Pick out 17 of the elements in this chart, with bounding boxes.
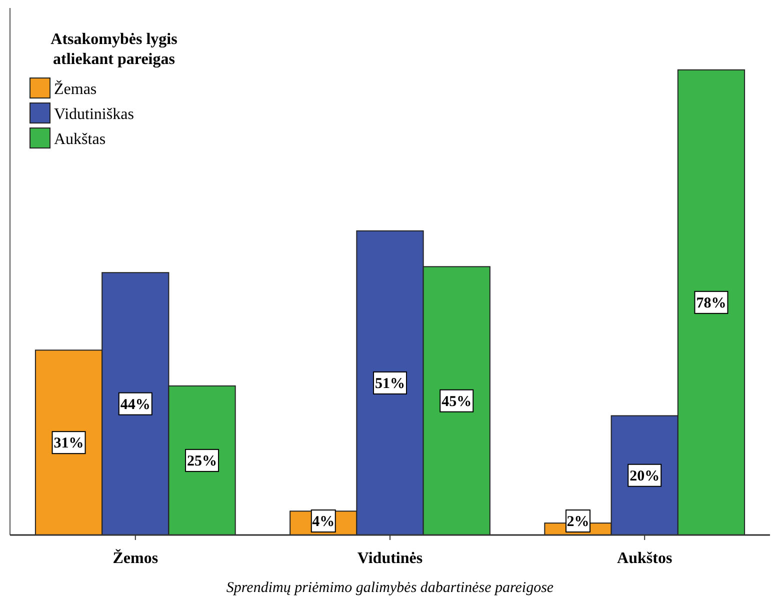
legend-title: Atsakomybės lygis atliekant pareigas [50,31,178,68]
data-label: 25% [187,453,218,470]
data-label: 78% [696,295,726,312]
x-tick-label: Vidutinės [357,550,423,567]
legend-label: Žemas [54,80,97,98]
data-label: 31% [54,436,84,452]
data-label: 20% [630,468,660,484]
data-label: 4% [312,514,335,530]
x-tick-label: Aukštos [617,550,672,567]
data-label: 45% [442,394,472,410]
data-label: 44% [120,396,150,413]
data-label: 51% [375,376,405,392]
legend-label: Aukštas [54,131,106,148]
legend-label: Vidutiniškas [54,106,134,123]
data-label: 2% [566,514,590,530]
x-tick-label: Žemos [112,549,158,567]
x-axis-title: Sprendimų priėmimo galimybės dabartinėse pareigose [226,580,554,596]
